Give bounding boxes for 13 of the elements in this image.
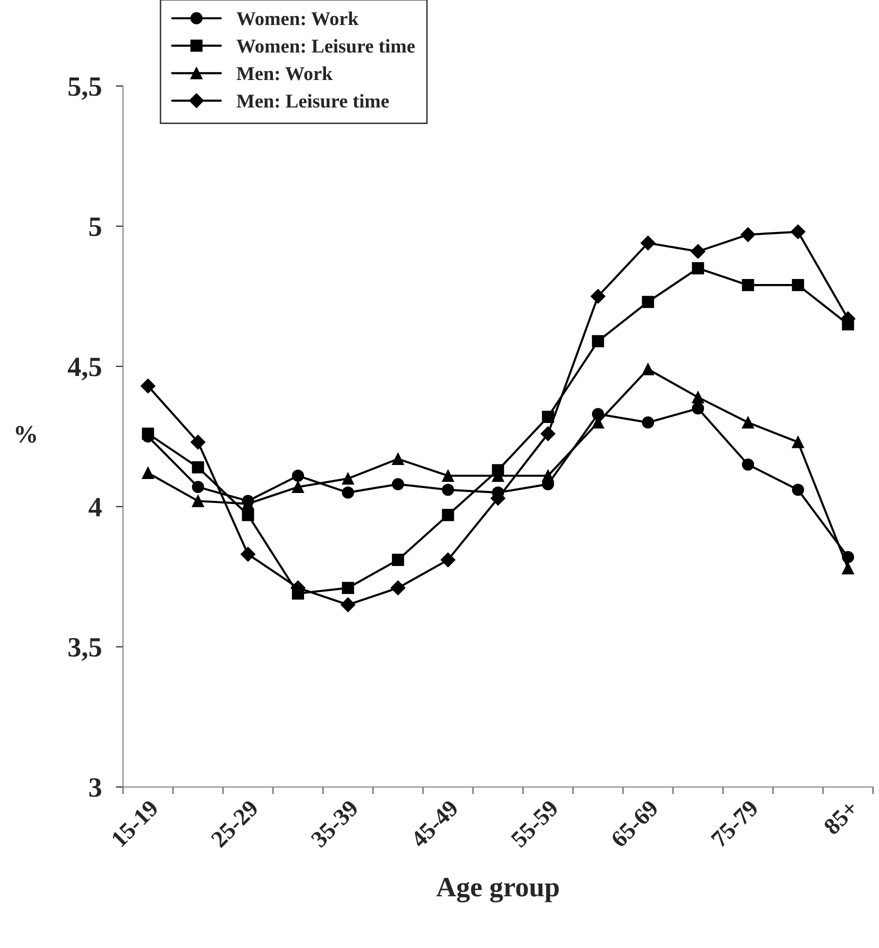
y-tick-label: 4,5 [68, 358, 102, 380]
legend-label: Men: Leisure time [236, 94, 389, 108]
x-tick-label: 85+ [822, 799, 859, 836]
y-tick-label: 3 [89, 778, 102, 797]
y-tick-label: 5 [89, 218, 102, 236]
y-tick-label: 3,5 [68, 638, 102, 661]
x-axis-title: Age group [436, 878, 559, 902]
legend-label: Women: Work [236, 12, 359, 26]
legend-label: Men: Work [236, 66, 333, 80]
y-tick-label: 5,5 [68, 77, 102, 100]
y-tick-label: 4 [88, 498, 102, 516]
y-axis-title: % [16, 426, 36, 443]
legend-label: Women: Leisure time [236, 39, 415, 53]
